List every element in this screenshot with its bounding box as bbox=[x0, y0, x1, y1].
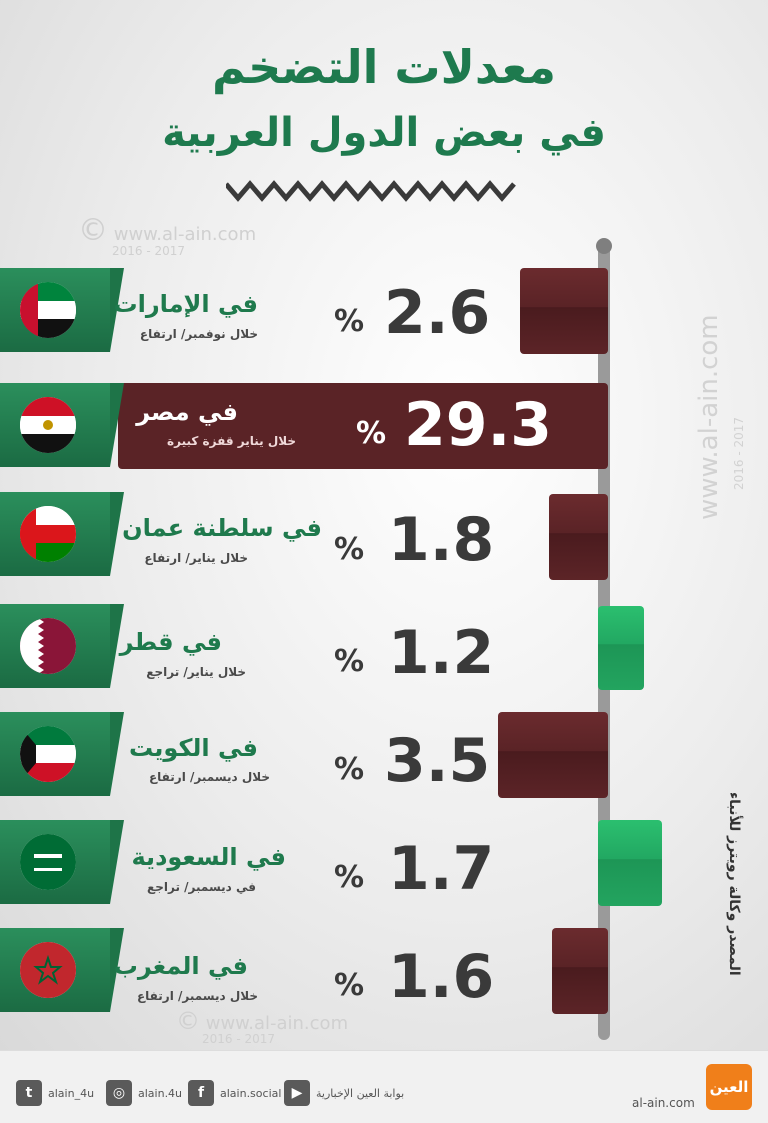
flag-tab bbox=[0, 928, 124, 1012]
instagram-link[interactable]: ◎ alain.4u bbox=[106, 1080, 182, 1106]
uae-flag bbox=[20, 282, 76, 338]
country-name: في قطر bbox=[119, 628, 222, 656]
youtube-link[interactable]: ▶ بوابة العين الإخبارية bbox=[284, 1080, 404, 1106]
watermark: © www.al-ain.com bbox=[78, 216, 257, 246]
youtube-channel: بوابة العين الإخبارية bbox=[316, 1086, 405, 1100]
facebook-icon: f bbox=[188, 1080, 214, 1106]
percent-sign: % bbox=[334, 532, 365, 567]
facebook-handle: alain.social bbox=[220, 1086, 282, 1100]
inflation-bar bbox=[598, 606, 644, 690]
country-detail: في ديسمبر/ تراجع bbox=[147, 880, 256, 894]
country-detail: خلال يناير/ تراجع bbox=[146, 665, 246, 679]
watermark-years-bottom: 2016 - 2017 bbox=[202, 1032, 276, 1046]
country-name: في الإمارات bbox=[113, 290, 258, 318]
instagram-handle: alain.4u bbox=[138, 1086, 183, 1100]
flag-tab bbox=[0, 604, 124, 688]
flag-tab bbox=[0, 820, 124, 904]
inflation-bar bbox=[552, 928, 608, 1014]
country-name: في مصر bbox=[136, 398, 238, 426]
watermark-bottom: © www.al-ain.com bbox=[176, 1009, 349, 1034]
watermark-site: www.al-ain.com bbox=[113, 224, 257, 245]
copyright-icon: © bbox=[176, 1007, 200, 1035]
country-name: في المغرب bbox=[113, 952, 248, 980]
youtube-icon: ▶ bbox=[284, 1080, 310, 1106]
inflation-value: 1.2 bbox=[388, 618, 495, 688]
qatar-flag bbox=[20, 618, 76, 674]
country-name: في السعودية bbox=[131, 843, 287, 871]
saudi-flag bbox=[20, 834, 76, 890]
egypt-highlight-box bbox=[118, 383, 608, 469]
percent-sign: % bbox=[334, 644, 365, 679]
page-subtitle: في بعض الدول العربية bbox=[162, 110, 606, 156]
percent-sign: % bbox=[334, 860, 365, 895]
page-title: معدلات التضخم bbox=[212, 40, 556, 94]
oman-flag bbox=[20, 506, 76, 562]
flag-tab bbox=[0, 712, 124, 796]
inflation-value: 3.5 bbox=[384, 726, 491, 796]
axis-cap bbox=[596, 238, 612, 254]
inflation-value: 2.6 bbox=[384, 278, 491, 348]
al-ain-logo: العين bbox=[706, 1064, 752, 1110]
twitter-icon: t bbox=[16, 1080, 42, 1106]
watermark-site-bottom: www.al-ain.com bbox=[205, 1013, 349, 1034]
inflation-value: 29.3 bbox=[404, 390, 553, 460]
inflation-value: 1.6 bbox=[388, 942, 495, 1012]
flag-tab bbox=[0, 383, 124, 467]
country-detail: خلال نوفمبر/ ارتفاع bbox=[139, 327, 258, 341]
facebook-link[interactable]: f alain.social bbox=[188, 1080, 281, 1106]
watermark-years: 2016 - 2017 bbox=[112, 244, 186, 258]
twitter-link[interactable]: t alain_4u bbox=[16, 1080, 94, 1106]
inflation-bar bbox=[498, 712, 608, 798]
percent-sign: % bbox=[334, 752, 365, 787]
flag-tab bbox=[0, 492, 124, 576]
country-detail: خلال ديسمبر/ ارتفاع bbox=[148, 770, 270, 784]
site-url[interactable]: al-ain.com bbox=[632, 1096, 695, 1110]
inflation-bar bbox=[549, 494, 608, 580]
percent-sign: % bbox=[334, 968, 365, 1003]
twitter-handle: alain_4u bbox=[48, 1086, 95, 1100]
inflation-value: 1.7 bbox=[388, 834, 495, 904]
country-name: في الكويت bbox=[128, 734, 258, 762]
flag-tab bbox=[0, 268, 124, 352]
percent-sign: % bbox=[356, 416, 387, 451]
instagram-icon: ◎ bbox=[106, 1080, 132, 1106]
country-detail: خلال ديسمبر/ ارتفاع bbox=[136, 989, 258, 1003]
country-detail: خلال يناير/ ارتفاع bbox=[144, 551, 248, 565]
watermark-years-vertical: 2016 - 2017 bbox=[732, 416, 746, 490]
morocco-flag bbox=[20, 942, 76, 998]
egypt-flag bbox=[20, 397, 76, 453]
inflation-value: 1.8 bbox=[388, 505, 495, 575]
percent-sign: % bbox=[334, 304, 365, 339]
country-name: في سلطنة عمان bbox=[122, 514, 322, 542]
kuwait-flag bbox=[20, 726, 76, 782]
country-detail: خلال يناير قفزة كبيرة bbox=[167, 434, 296, 448]
source-note: المصدر وكالة رويترز للأنباء bbox=[726, 792, 742, 976]
zigzag-divider bbox=[226, 180, 516, 202]
inflation-bar bbox=[598, 820, 662, 906]
copyright-icon: © bbox=[78, 213, 108, 248]
watermark-vertical: www.al-ain.com bbox=[694, 314, 724, 520]
inflation-bar bbox=[520, 268, 608, 354]
